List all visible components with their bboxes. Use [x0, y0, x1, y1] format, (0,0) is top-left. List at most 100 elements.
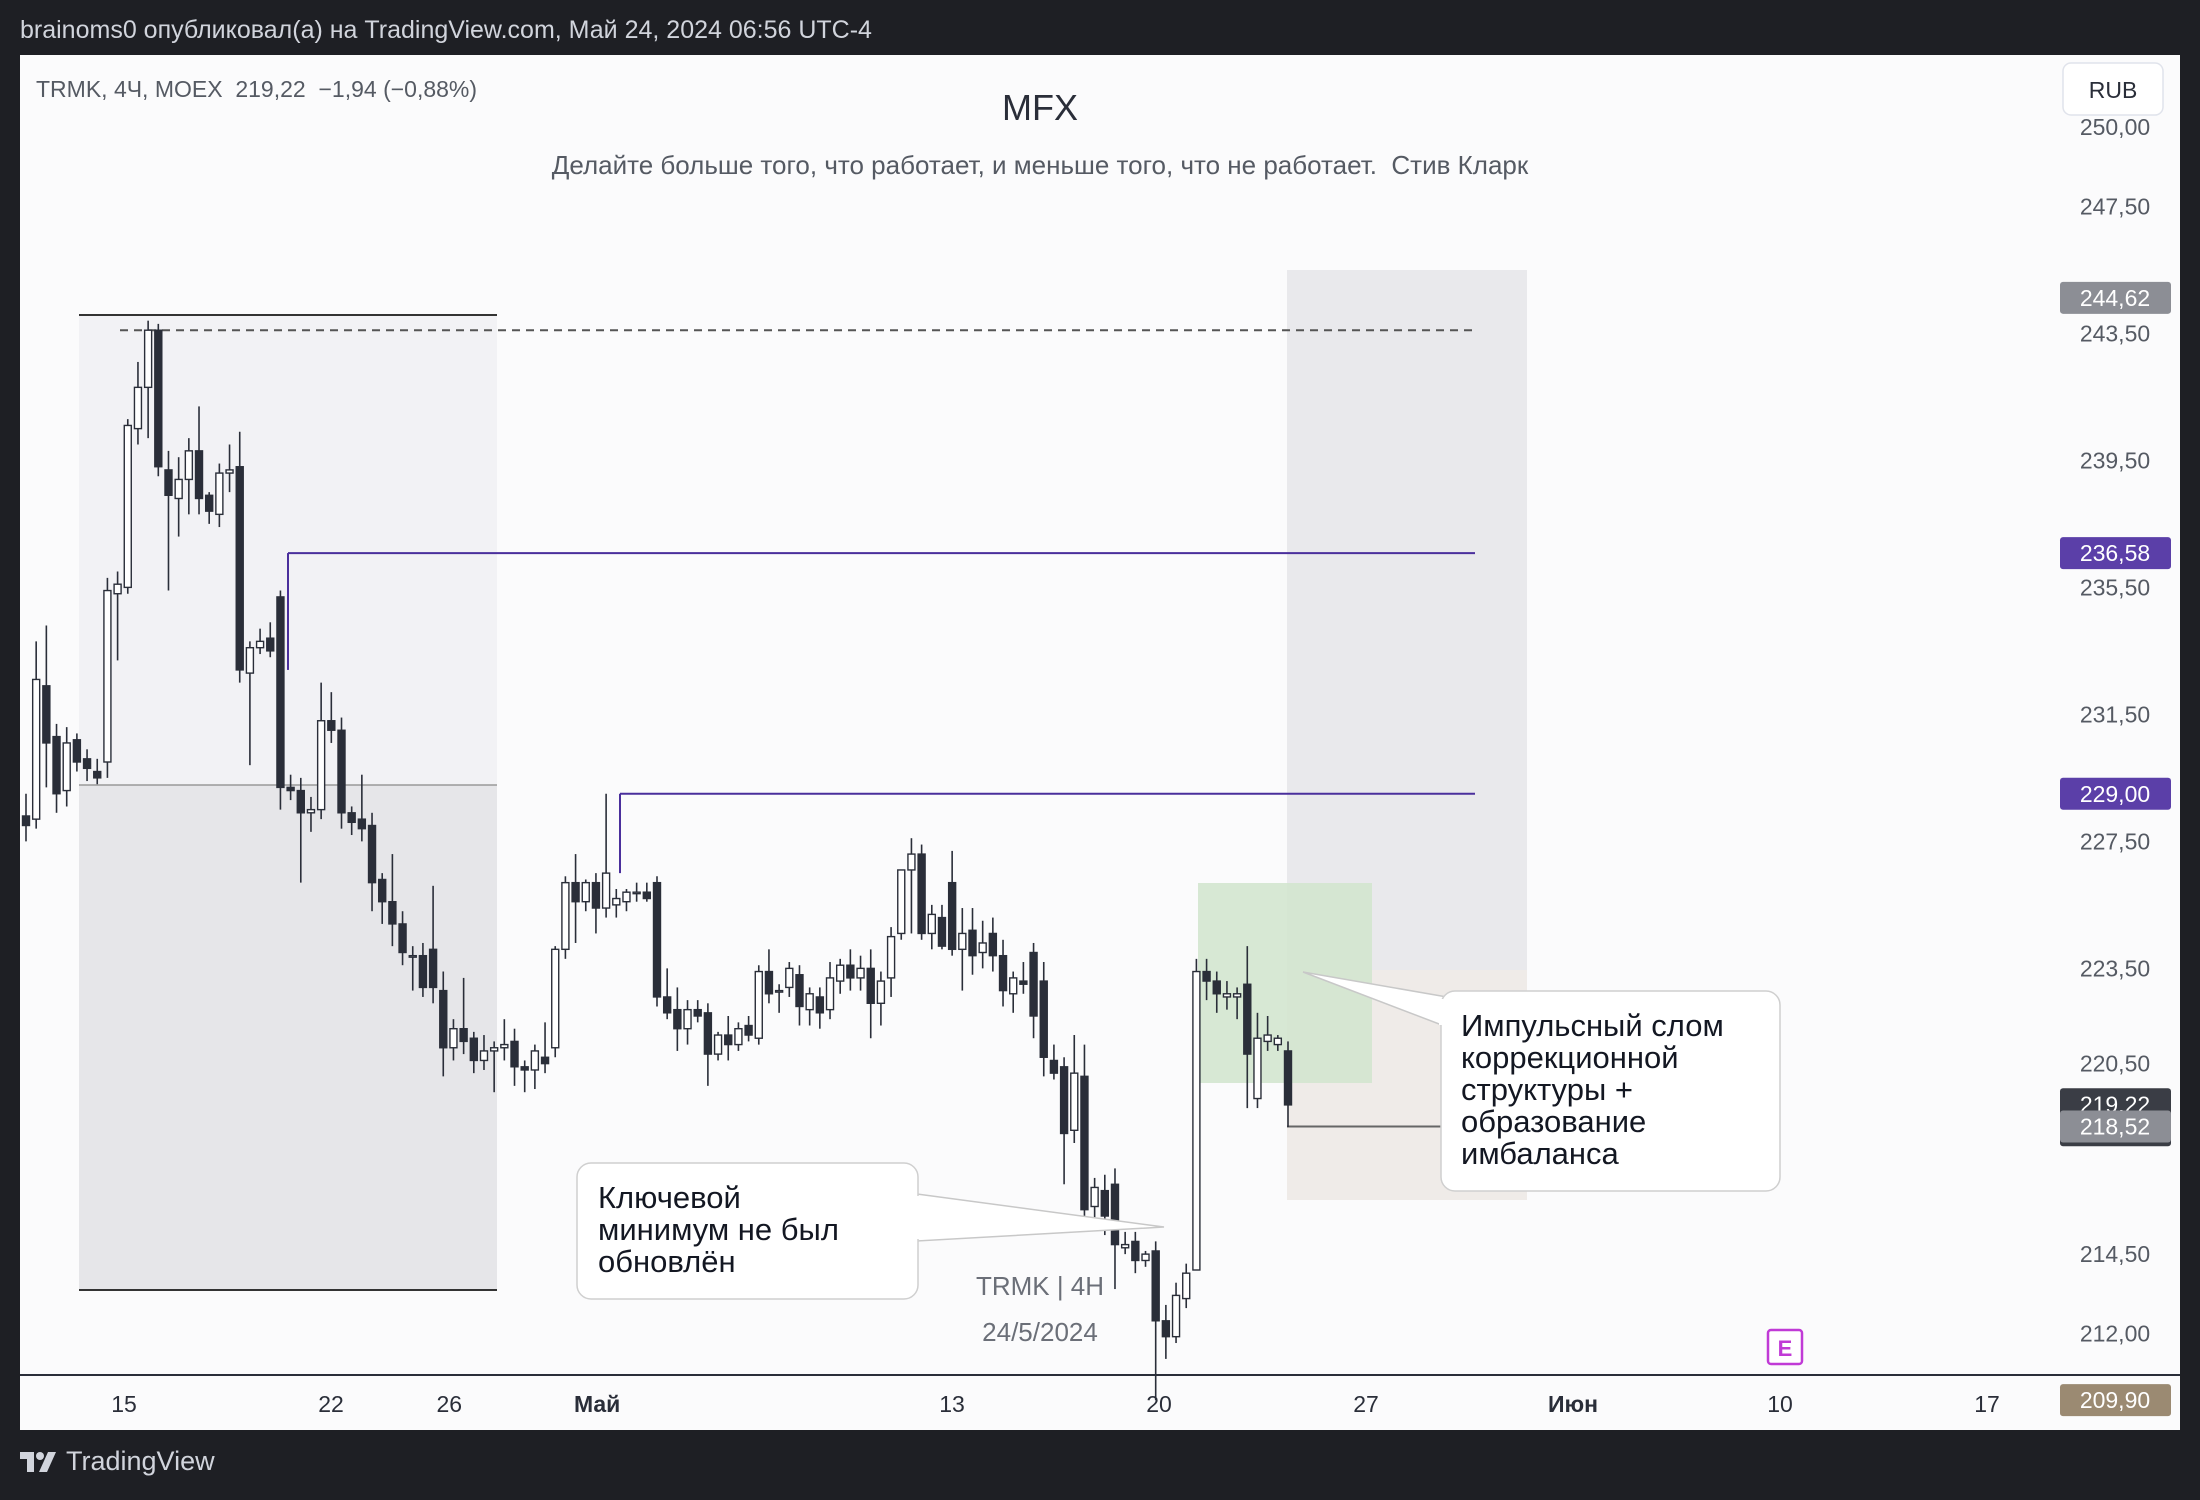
annotation-line: структуры + [1461, 1072, 1633, 1107]
candle [632, 882, 641, 902]
candle [947, 850, 957, 956]
annotation-box-right[interactable] [1440, 990, 1781, 1192]
candle [52, 723, 61, 813]
candle [1243, 946, 1252, 1109]
time-axis[interactable]: 15 22 26 Май 13 20 27 Июн 10 17 [111, 1391, 2000, 1417]
price-label-text: 209,90 [2080, 1387, 2150, 1413]
y-tick-label: 250,00 [2080, 114, 2150, 140]
candle [194, 406, 204, 515]
candles [21, 320, 1293, 1401]
x-tick-label: 27 [1353, 1391, 1379, 1417]
candle [1222, 981, 1232, 1010]
candle [510, 1028, 519, 1086]
candle [1232, 987, 1242, 1020]
range-box-bottom [79, 785, 497, 1290]
candle [1283, 1041, 1293, 1128]
candle [907, 838, 916, 934]
candle [398, 911, 407, 966]
candle [479, 1035, 489, 1070]
candle [500, 1019, 509, 1061]
tradingview-logo-icon [20, 1451, 56, 1472]
candle [795, 965, 804, 1026]
candle [968, 908, 977, 975]
candle [296, 777, 305, 883]
candle [225, 444, 234, 493]
candle [164, 450, 173, 591]
candle [571, 854, 580, 943]
range-box-top [79, 315, 497, 785]
candle [1070, 1035, 1079, 1143]
candle [1049, 1044, 1059, 1080]
y-tick-label: 231,50 [2080, 701, 2150, 727]
candle [93, 758, 102, 785]
candle [1151, 1241, 1160, 1401]
target-zone [1287, 270, 1527, 970]
candle [378, 873, 387, 924]
candle [703, 1003, 713, 1086]
candle [764, 949, 774, 1004]
candle [72, 733, 82, 772]
callout-pointer-left [916, 1193, 1165, 1242]
candle [866, 949, 875, 1039]
candle [612, 889, 621, 918]
candle [306, 796, 316, 832]
candle [1059, 1057, 1069, 1185]
candle [561, 876, 570, 959]
candle [825, 962, 835, 1020]
price-label-text: 229,00 [2080, 781, 2150, 807]
x-tick-label: Май [574, 1391, 620, 1417]
candle [327, 692, 336, 743]
tradingview-logo[interactable]: TradingView [20, 1446, 215, 1477]
candle [388, 854, 397, 947]
price-axis[interactable]: 250,00 247,50 243,50 239,50 235,50 231,50 227,… [2080, 114, 2150, 1430]
candle [1019, 962, 1028, 994]
candle [1192, 958, 1201, 1271]
x-tick-label: Июн [1548, 1391, 1598, 1417]
watermark-symbol: TRMK | 4H [976, 1271, 1104, 1301]
candle [622, 889, 631, 912]
candle [530, 1044, 540, 1090]
candle [489, 1041, 499, 1093]
candle [876, 971, 886, 1026]
chart-title: MFX [1002, 87, 1078, 128]
x-tick-label: 22 [318, 1391, 344, 1417]
candle [551, 946, 560, 1058]
chart-area[interactable]: Ключевой минимум не был обновлён Импульсны… [20, 55, 2180, 1430]
candle [154, 323, 163, 477]
x-tick-label: 20 [1146, 1391, 1172, 1417]
y-tick-label: 227,50 [2080, 828, 2150, 854]
watermark-date: 24/5/2024 [982, 1317, 1098, 1347]
candle [591, 873, 601, 934]
candle [724, 1016, 733, 1061]
annotation-line: образование [1461, 1104, 1646, 1139]
candle [601, 793, 611, 918]
candle [581, 879, 590, 912]
price-label: 244,62 [2060, 281, 2171, 314]
annotation-line: Ключевой [598, 1180, 741, 1215]
candle [103, 577, 112, 778]
candle [958, 908, 967, 991]
y-tick-label: 220,50 [2080, 1051, 2150, 1077]
candle [978, 920, 987, 969]
earnings-marker[interactable] [1766, 1328, 1804, 1366]
candle [347, 806, 356, 836]
price-label: 218,52 [2060, 1110, 2171, 1143]
y-tick-label: 212,00 [2080, 1321, 2150, 1347]
candle [1182, 1263, 1191, 1309]
candle [1009, 971, 1018, 1013]
currency-button[interactable] [2062, 62, 2164, 116]
candle [1090, 1177, 1099, 1223]
candle [428, 885, 438, 1004]
candle [235, 431, 244, 683]
candle [744, 1016, 753, 1042]
x-tick-label: 13 [939, 1391, 965, 1417]
annotation-line: минимум не был [598, 1212, 839, 1247]
price-label-text: 244,62 [2080, 285, 2150, 311]
candle [82, 749, 92, 782]
x-tick-label: 26 [436, 1391, 462, 1417]
candle [1171, 1282, 1181, 1344]
candle [449, 1019, 458, 1061]
x-tick-label: 10 [1767, 1391, 1793, 1417]
